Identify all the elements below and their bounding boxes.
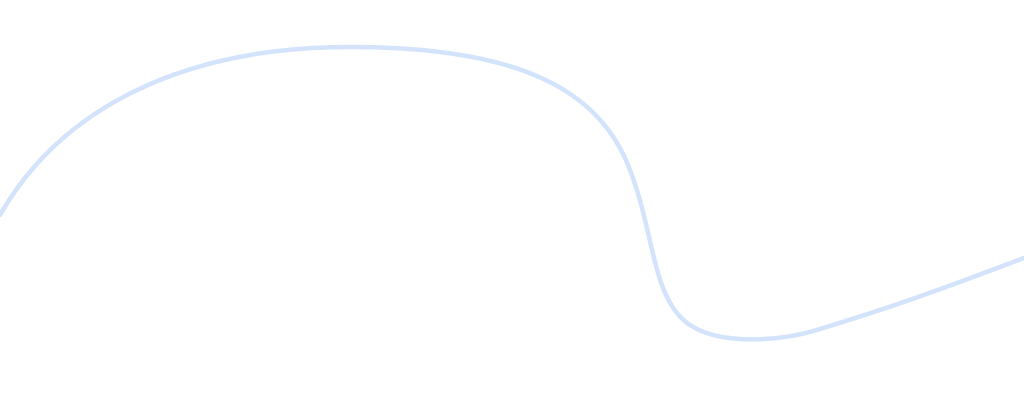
wave-curve [0,44,1024,342]
